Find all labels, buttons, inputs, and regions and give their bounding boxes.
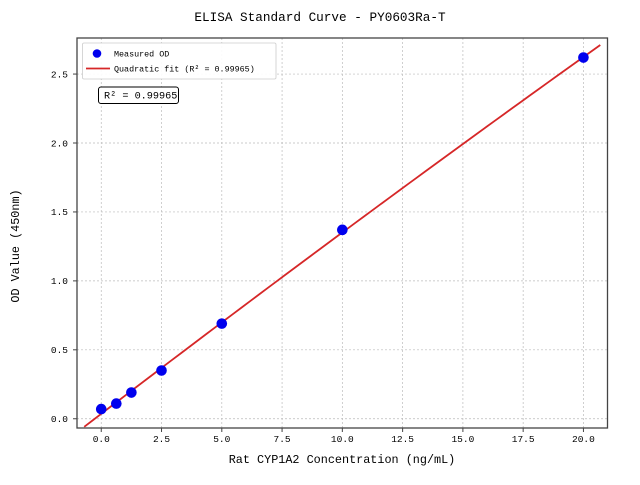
svg-text:Measured OD: Measured OD [114,50,169,60]
svg-text:Rat CYP1A2 Concentration (ng/m: Rat CYP1A2 Concentration (ng/mL) [229,453,456,467]
svg-text:0.0: 0.0 [93,434,110,445]
svg-text:2.5: 2.5 [51,69,68,80]
svg-text:1.0: 1.0 [51,276,68,287]
svg-text:12.5: 12.5 [391,434,414,445]
svg-text:15.0: 15.0 [451,434,474,445]
svg-text:2.5: 2.5 [153,434,170,445]
svg-text:20.0: 20.0 [572,434,595,445]
svg-text:10.0: 10.0 [331,434,354,445]
svg-text:5.0: 5.0 [213,434,230,445]
svg-text:2.0: 2.0 [51,138,68,149]
svg-text:7.5: 7.5 [274,434,291,445]
svg-text:R² = 0.99965: R² = 0.99965 [104,92,177,103]
svg-text:Quadratic fit (R² = 0.99965): Quadratic fit (R² = 0.99965) [114,65,255,75]
svg-text:0.0: 0.0 [51,414,68,425]
svg-text:1.5: 1.5 [51,207,68,218]
svg-text:17.5: 17.5 [512,434,535,445]
svg-text:ELISA Standard Curve - PY0603R: ELISA Standard Curve - PY0603Ra-T [194,10,446,25]
svg-text:0.5: 0.5 [51,345,68,356]
svg-text:OD Value (450nm): OD Value (450nm) [9,189,23,302]
